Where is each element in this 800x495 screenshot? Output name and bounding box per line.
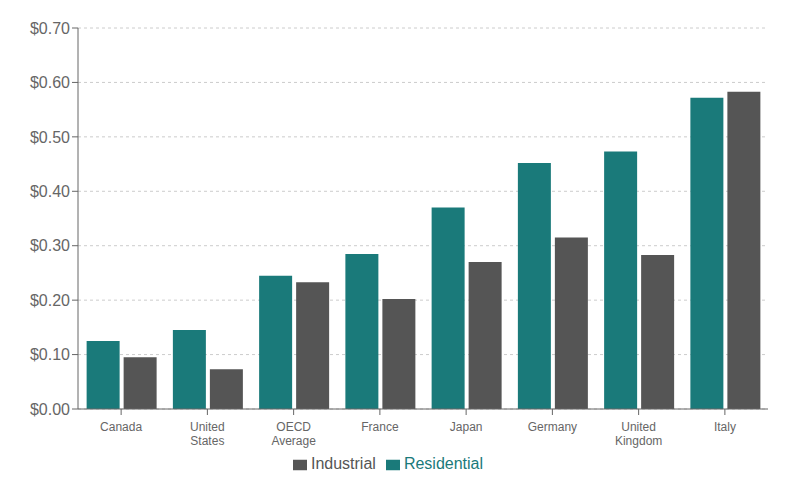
svg-text:Canada: Canada	[100, 420, 142, 434]
svg-text:UnitedKingdom: UnitedKingdom	[615, 420, 662, 448]
svg-text:$0.60: $0.60	[30, 74, 70, 91]
svg-text:OECDAverage: OECDAverage	[271, 420, 316, 448]
svg-text:France: France	[361, 420, 399, 434]
svg-text:$0.00: $0.00	[30, 401, 70, 418]
svg-text:$0.70: $0.70	[30, 20, 70, 37]
svg-text:$0.30: $0.30	[30, 237, 70, 254]
svg-text:$0.10: $0.10	[30, 346, 70, 363]
svg-text:UnitedStates: UnitedStates	[190, 420, 225, 448]
svg-text:Italy: Italy	[714, 420, 736, 434]
svg-text:$0.40: $0.40	[30, 183, 70, 200]
svg-text:$0.50: $0.50	[30, 129, 70, 146]
svg-text:$0.20: $0.20	[30, 292, 70, 309]
svg-text:Japan: Japan	[450, 420, 483, 434]
html-text:Residential: Residential	[403, 455, 483, 472]
html-text:Industrial: Industrial	[311, 455, 376, 472]
svg-text:Germany: Germany	[528, 420, 577, 434]
